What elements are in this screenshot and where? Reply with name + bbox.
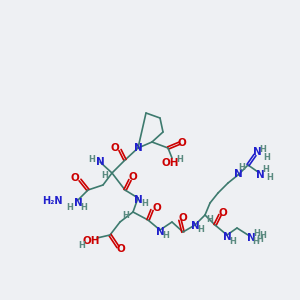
Text: H: H [267,172,273,182]
Text: H: H [260,145,266,154]
Text: H: H [260,232,266,241]
Text: H: H [253,236,260,245]
Text: H: H [198,226,204,235]
Text: H: H [230,236,236,245]
Text: N: N [223,232,231,242]
Text: H: H [79,242,86,250]
Text: O: O [111,143,119,153]
Text: H: H [264,152,270,161]
Text: N: N [96,157,104,167]
Text: N: N [156,227,164,237]
Text: O: O [219,208,227,218]
Text: H: H [238,163,245,172]
Text: H: H [142,199,148,208]
Text: N: N [253,147,261,157]
Text: N: N [190,221,200,231]
Text: N: N [134,143,142,153]
Text: H: H [102,172,108,181]
Text: O: O [129,172,137,182]
Text: O: O [153,203,161,213]
Text: H: H [177,155,183,164]
Text: N: N [234,169,242,179]
Text: H: H [207,215,213,224]
Text: H: H [163,232,170,241]
Text: H: H [67,203,73,212]
Text: H: H [88,154,95,164]
Text: OH: OH [161,158,179,168]
Text: O: O [178,213,188,223]
Text: H: H [256,236,263,244]
Text: H: H [254,229,260,238]
Text: H: H [262,166,269,175]
Text: O: O [117,244,125,254]
Text: H: H [123,211,129,220]
Text: O: O [70,173,80,183]
Text: N: N [74,198,82,208]
Text: N: N [247,233,255,243]
Text: H₂N: H₂N [43,196,63,206]
Text: O: O [178,138,186,148]
Text: OH: OH [82,236,100,246]
Text: H: H [81,203,87,212]
Text: N: N [256,170,264,180]
Text: N: N [134,195,142,205]
